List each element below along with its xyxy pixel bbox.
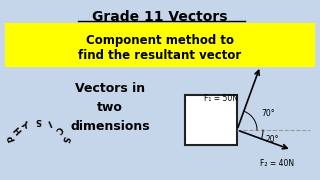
Text: S: S — [59, 134, 69, 143]
Text: dimensions: dimensions — [70, 120, 150, 133]
Text: 20°: 20° — [265, 136, 278, 145]
Text: P: P — [6, 134, 17, 143]
Text: Y: Y — [22, 117, 31, 128]
Text: H: H — [12, 123, 23, 134]
Text: Component method to: Component method to — [86, 34, 234, 47]
Text: find the resultant vector: find the resultant vector — [78, 49, 242, 62]
Text: Grade 11 Vectors: Grade 11 Vectors — [92, 10, 228, 24]
Bar — [5, 23, 315, 67]
Text: I: I — [46, 118, 52, 127]
Text: F₁ = 50N: F₁ = 50N — [204, 94, 238, 103]
Text: S: S — [35, 116, 41, 125]
Text: F₂ = 40N: F₂ = 40N — [260, 159, 294, 168]
Text: C: C — [53, 123, 64, 134]
Text: Vectors in: Vectors in — [75, 82, 145, 95]
Bar — [185, 95, 237, 145]
Text: 70°: 70° — [261, 109, 275, 118]
Text: two: two — [97, 101, 123, 114]
